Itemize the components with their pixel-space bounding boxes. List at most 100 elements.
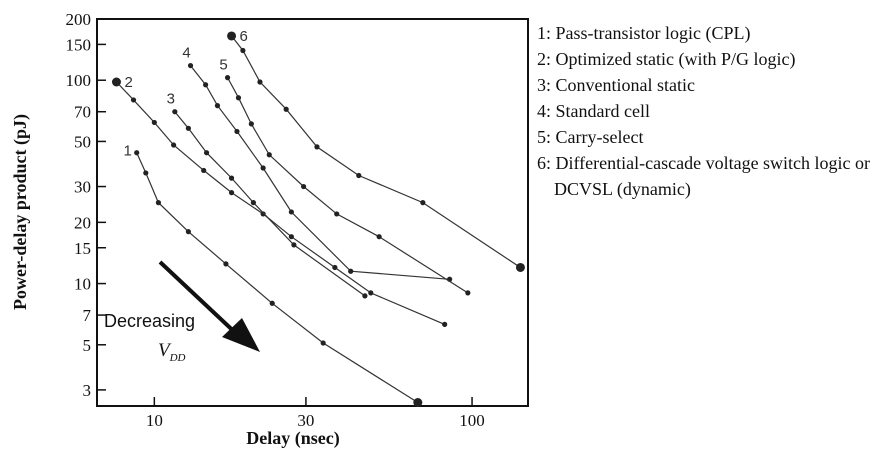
- series-6-number-label: 6: [240, 28, 248, 45]
- x-tick-label: 100: [459, 411, 485, 430]
- series-2: 2: [111, 74, 448, 327]
- y-tick-label: 7: [83, 306, 92, 325]
- series-4-line: [190, 65, 450, 280]
- series-2-point: [130, 97, 137, 103]
- series-1-line: [136, 152, 419, 404]
- series-2-point: [260, 211, 266, 217]
- series-4-point: [214, 103, 221, 109]
- series-2-number-label: 2: [124, 74, 132, 91]
- y-tick-label: 15: [74, 239, 91, 258]
- series-1-number-label: 1: [124, 143, 132, 160]
- series-4-point: [348, 268, 354, 274]
- series-2-point: [171, 142, 177, 148]
- y-tick-label: 20: [74, 213, 91, 232]
- series-2-point: [228, 190, 235, 196]
- series-4-point: [288, 209, 294, 215]
- series-1-point: [413, 398, 423, 408]
- y-tick-label: 200: [66, 10, 92, 29]
- vdd-label: VDD: [158, 340, 186, 364]
- series-5-point: [334, 211, 340, 217]
- series-2-point: [111, 77, 121, 87]
- x-axis: 10 30 100: [146, 397, 485, 430]
- x-tick-label: 30: [297, 411, 314, 430]
- x-tick-label: 10: [146, 411, 163, 430]
- y-axis: 3 5 7 10 15 20 30 50 70 100 150 200: [66, 10, 106, 400]
- series-5-point: [301, 183, 307, 190]
- y-tick-label: 30: [74, 178, 91, 197]
- series-1-point: [223, 261, 229, 267]
- series-3-point: [362, 293, 368, 299]
- series-2-point: [332, 264, 338, 271]
- series-3-point: [291, 242, 297, 248]
- decreasing-vdd-annotation: Decreasing VDD: [104, 260, 260, 364]
- series-3-point: [250, 200, 256, 206]
- series-3-point: [172, 109, 178, 115]
- vdd-v: V: [158, 340, 172, 361]
- y-tick-label: 5: [83, 336, 92, 355]
- legend-item-3: 3: Conventional static: [537, 75, 695, 95]
- series-1-point: [134, 150, 140, 156]
- series-3-point: [185, 125, 191, 131]
- series-6-point: [227, 31, 237, 41]
- y-tick-label: 50: [74, 132, 91, 151]
- legend-item-2: 2: Optimized static (with P/G logic): [537, 49, 796, 69]
- series-4: 4: [182, 45, 453, 282]
- series-5-point: [248, 121, 254, 127]
- legend-item-4: 4: Standard cell: [537, 101, 650, 121]
- decreasing-arrow-head: [222, 318, 260, 352]
- series-3-point: [228, 175, 235, 181]
- series-5-point: [266, 152, 272, 158]
- y-tick-label: 10: [74, 275, 91, 294]
- y-tick-label: 70: [74, 103, 91, 122]
- plot-frame: [96, 18, 529, 407]
- series-2-point: [442, 321, 448, 327]
- series-2-point: [201, 167, 207, 174]
- series-5-number-label: 5: [219, 57, 227, 74]
- vdd-subscript: DD: [169, 352, 186, 364]
- series-6-point: [240, 47, 246, 54]
- series-1-point: [320, 340, 326, 346]
- legend-item-1: 1: Pass-transistor logic (CPL): [537, 23, 751, 43]
- series-2-line: [116, 81, 445, 325]
- series-6-point: [356, 172, 362, 179]
- y-tick-label: 150: [66, 35, 92, 54]
- series-5-point: [376, 234, 382, 240]
- series-1-point: [269, 300, 275, 306]
- series-3-number-label: 3: [167, 91, 175, 108]
- y-tick-label: 3: [83, 381, 92, 400]
- legend: 1: Pass-transistor logic (CPL) 2: Optimi…: [537, 20, 882, 202]
- series-1-point: [185, 229, 191, 235]
- series-5-point: [224, 75, 231, 81]
- series-4-point: [260, 165, 266, 171]
- series-3-point: [203, 150, 210, 156]
- series-6-point: [257, 79, 263, 85]
- series-4-point: [203, 82, 209, 88]
- series-5-point: [465, 290, 471, 296]
- series-1: 1: [124, 143, 423, 408]
- series-5-point: [235, 95, 242, 101]
- series-5: 5: [219, 57, 471, 296]
- y-axis-title: Power-delay product (pJ): [10, 114, 31, 310]
- y-tick-label: 100: [66, 71, 92, 90]
- legend-item-6: 6: Differential-cascade voltage switch l…: [537, 153, 871, 199]
- series-6-point: [420, 200, 426, 206]
- series-6-point: [283, 106, 289, 112]
- series-6-line: [231, 35, 521, 268]
- series-1-point: [155, 200, 162, 206]
- series-2-point: [368, 290, 374, 296]
- series-6: 6: [227, 28, 525, 272]
- decreasing-arrow-shaft: [158, 260, 244, 341]
- series-4-number-label: 4: [182, 45, 190, 62]
- series-1-point: [143, 170, 149, 176]
- series-6-point: [515, 262, 525, 272]
- series-4-point: [234, 128, 240, 135]
- series-6-point: [314, 144, 320, 150]
- series-2-point: [151, 119, 157, 126]
- series-2-point: [288, 234, 294, 240]
- legend-item-5: 5: Carry-select: [537, 127, 644, 147]
- series-3: 3: [167, 91, 368, 299]
- x-axis-title: Delay (nsec): [246, 428, 339, 449]
- decreasing-label: Decreasing: [104, 311, 195, 331]
- series-5-line: [227, 77, 469, 294]
